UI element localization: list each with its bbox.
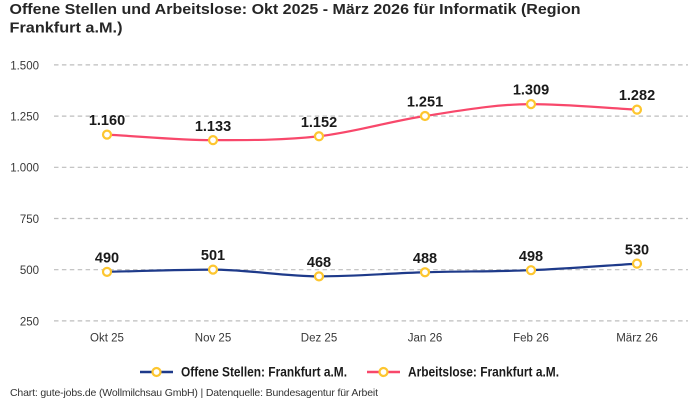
svg-text:490: 490: [95, 250, 119, 266]
svg-text:1.250: 1.250: [10, 112, 39, 124]
svg-text:Jan 26: Jan 26: [408, 333, 443, 345]
svg-text:500: 500: [20, 265, 39, 277]
svg-text:Arbeitslose: Frankfurt a.M.: Arbeitslose: Frankfurt a.M.: [408, 365, 559, 380]
svg-text:750: 750: [20, 214, 39, 226]
svg-text:Frankfurt a.M.): Frankfurt a.M.): [10, 20, 123, 36]
svg-text:1.160: 1.160: [89, 113, 125, 129]
svg-text:Offene Stellen und Arbeitslose: Offene Stellen und Arbeitslose: Okt 2025…: [10, 2, 581, 18]
svg-text:Dez 25: Dez 25: [301, 333, 337, 345]
svg-text:501: 501: [201, 248, 225, 264]
svg-text:März 26: März 26: [616, 333, 658, 345]
svg-text:1.152: 1.152: [301, 115, 337, 131]
svg-text:Nov 25: Nov 25: [195, 333, 231, 345]
svg-text:468: 468: [307, 255, 331, 271]
svg-text:Chart: gute-jobs.de (Wollmilch: Chart: gute-jobs.de (Wollmilchsau GmbH) …: [10, 387, 378, 399]
svg-text:1.309: 1.309: [513, 83, 549, 99]
svg-text:1.500: 1.500: [10, 60, 39, 72]
svg-text:Feb 26: Feb 26: [513, 333, 549, 345]
svg-text:1.251: 1.251: [407, 95, 443, 111]
svg-text:530: 530: [625, 242, 649, 258]
svg-text:1.000: 1.000: [10, 163, 39, 175]
svg-text:Okt 25: Okt 25: [90, 333, 124, 345]
svg-text:488: 488: [413, 251, 437, 267]
svg-text:250: 250: [20, 316, 39, 328]
svg-text:1.133: 1.133: [195, 119, 231, 135]
svg-text:498: 498: [519, 249, 543, 265]
svg-text:Offene Stellen: Frankfurt a.M.: Offene Stellen: Frankfurt a.M.: [181, 365, 347, 380]
svg-text:1.282: 1.282: [619, 88, 655, 104]
